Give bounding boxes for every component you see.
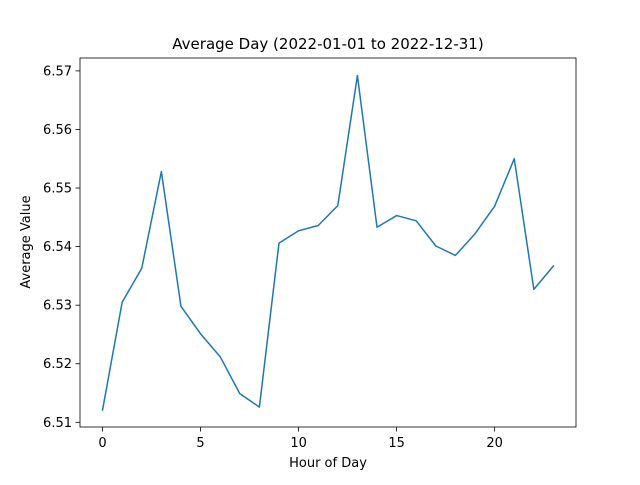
y-tick-label: 6.51 <box>43 416 72 431</box>
x-tick-label: 10 <box>290 436 307 451</box>
chart-title: Average Day (2022-01-01 to 2022-12-31) <box>172 35 483 53</box>
x-tick-label: 20 <box>486 436 503 451</box>
y-tick-label: 6.55 <box>43 182 72 197</box>
y-tick-label: 6.52 <box>43 357 72 372</box>
y-tick-label: 6.56 <box>43 123 72 138</box>
y-axis-label: Average Value <box>19 195 34 288</box>
y-tick-label: 6.54 <box>43 240 72 255</box>
x-tick-label: 0 <box>98 436 106 451</box>
y-tick-label: 6.57 <box>43 64 72 79</box>
x-tick-label: 5 <box>196 436 204 451</box>
x-axis-label: Hour of Day <box>289 456 367 471</box>
y-tick-label: 6.53 <box>43 299 72 314</box>
x-tick-label: 15 <box>388 436 405 451</box>
